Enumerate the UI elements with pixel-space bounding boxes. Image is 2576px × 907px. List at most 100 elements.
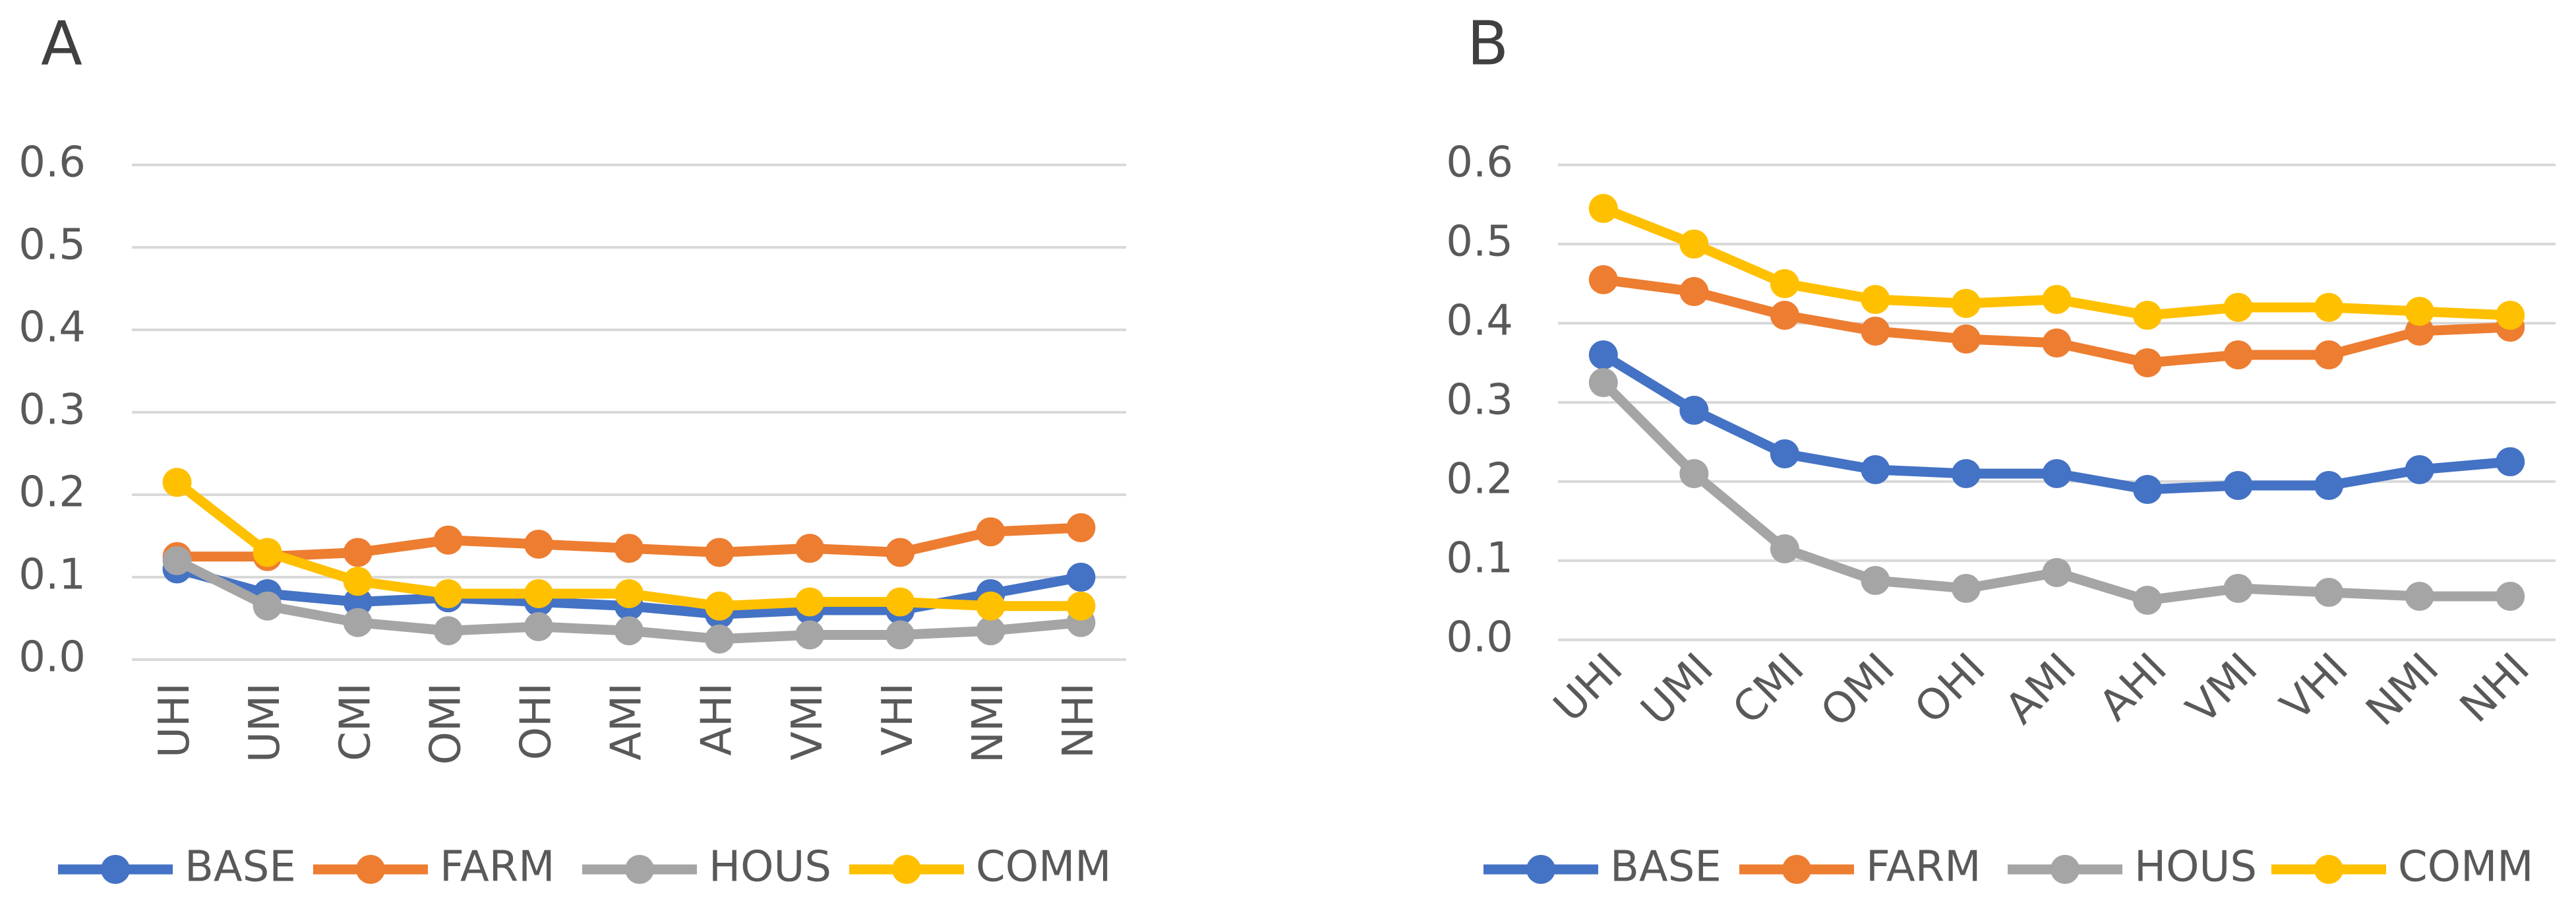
data-point (2405, 455, 2434, 484)
data-point (976, 517, 1005, 547)
legend-label: COMM (2398, 843, 2534, 892)
data-point (1770, 269, 1799, 298)
legend-marker (356, 855, 385, 884)
data-point (1066, 513, 1096, 542)
data-point (2223, 574, 2253, 603)
data-point (2133, 348, 2163, 377)
data-point (343, 608, 373, 637)
data-point (2496, 582, 2525, 611)
data-point (2314, 293, 2344, 322)
data-point (976, 591, 1005, 621)
x-tick-label: CMI (1723, 644, 1813, 734)
y-tick-label: 0.3 (1446, 376, 1513, 425)
x-tick-label: NMI (2357, 644, 2449, 735)
data-point (1770, 534, 1799, 563)
data-point (1679, 277, 1709, 306)
legend-marker (1782, 855, 1811, 884)
legend-label: HOUS (2134, 843, 2257, 892)
legend-marker (2051, 855, 2080, 884)
data-point (705, 624, 734, 654)
data-point (343, 538, 373, 567)
data-point (885, 538, 915, 567)
legend-marker (1526, 855, 1555, 884)
data-point (524, 612, 553, 641)
y-tick-label: 0.4 (18, 303, 86, 352)
data-point (795, 587, 825, 617)
y-tick-label: 0.5 (18, 221, 86, 270)
x-tick-label: AMI (1996, 644, 2086, 734)
data-point (524, 530, 553, 559)
data-point (433, 525, 463, 555)
data-point (2042, 285, 2072, 314)
data-point (614, 616, 644, 646)
data-point (795, 620, 825, 650)
y-tick-label: 0.6 (18, 139, 86, 187)
data-point (2223, 340, 2253, 369)
data-point (1951, 289, 1981, 318)
y-tick-label: 0.6 (1446, 139, 1513, 187)
data-point (1588, 340, 1618, 369)
data-point (1770, 301, 1799, 330)
x-tick-label: OHI (1905, 644, 1994, 733)
data-point (524, 579, 553, 608)
data-point (162, 546, 192, 575)
data-point (2223, 293, 2253, 322)
y-tick-label: 0.4 (1446, 297, 1513, 346)
data-point (2042, 558, 2072, 587)
legend-label: BASE (1610, 843, 1722, 892)
data-point (1679, 230, 1709, 259)
data-point (162, 468, 192, 497)
data-point (2314, 471, 2344, 500)
data-point (1951, 459, 1981, 488)
legend-label: FARM (1866, 843, 1981, 892)
data-point (1679, 396, 1709, 425)
y-tick-label: 0.2 (1446, 455, 1513, 504)
data-point (614, 579, 644, 608)
y-tick-label: 0.1 (1446, 534, 1513, 583)
data-point (2133, 301, 2163, 330)
data-point (2405, 582, 2434, 611)
data-point (1861, 566, 1890, 595)
legend-label: HOUS (709, 843, 831, 892)
data-point (2314, 578, 2344, 607)
y-tick-label: 0.2 (18, 468, 86, 517)
legend-label: FARM (440, 843, 554, 892)
x-tick-label: AHI (2090, 644, 2176, 730)
x-tick-label: NHI (2451, 644, 2539, 732)
panel-label: A (41, 8, 82, 78)
x-tick-label: UMI (241, 683, 289, 763)
data-point (1588, 368, 1618, 397)
data-point (885, 587, 915, 617)
x-tick-label: NHI (1054, 683, 1103, 759)
data-point (253, 538, 282, 567)
data-point (885, 620, 915, 650)
data-point (1679, 459, 1709, 488)
panel-label: B (1467, 8, 1509, 78)
data-point (433, 616, 463, 646)
data-point (2133, 475, 2163, 504)
data-point (1770, 439, 1799, 468)
x-tick-label: UHI (1545, 644, 1632, 732)
data-point (1588, 265, 1618, 294)
data-point (1066, 591, 1096, 621)
legend-marker (2314, 855, 2343, 884)
legend-label: COMM (976, 843, 1112, 892)
y-tick-label: 0.1 (18, 551, 86, 600)
x-tick-label: VMI (2178, 644, 2267, 734)
data-point (705, 591, 734, 621)
data-point (1951, 574, 1981, 603)
x-tick-label: UMI (1632, 644, 1723, 735)
x-tick-label: NMI (964, 683, 1013, 763)
data-point (2314, 340, 2344, 369)
y-tick-label: 0.0 (18, 633, 86, 682)
data-point (253, 591, 282, 621)
data-point (1066, 563, 1096, 592)
x-tick-label: AMI (603, 683, 651, 761)
data-point (1588, 194, 1618, 223)
data-point (2496, 447, 2525, 476)
data-point (705, 538, 734, 567)
x-tick-label: UHI (150, 683, 199, 758)
x-tick-label: OMI (421, 683, 470, 765)
data-point (2133, 586, 2163, 615)
legend-label: BASE (185, 843, 296, 892)
